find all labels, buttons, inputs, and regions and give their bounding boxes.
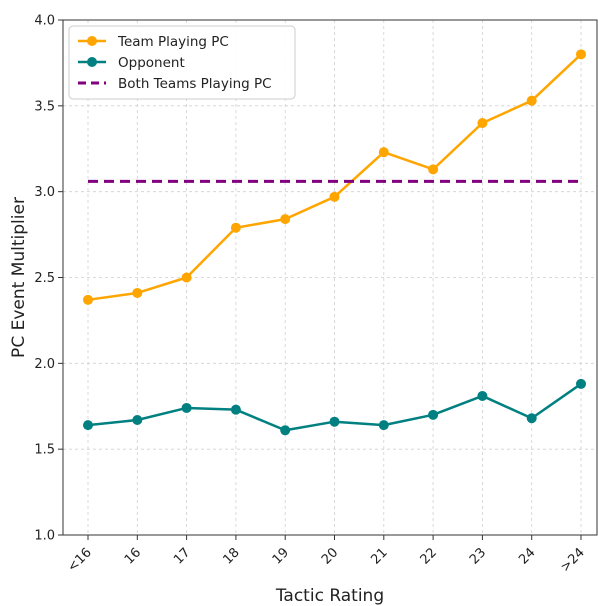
x-tick-label: 23 xyxy=(467,545,489,567)
legend-entry: Opponent xyxy=(118,55,185,71)
data-point-team-playing-pc xyxy=(83,294,93,305)
x-tick-label: 18 xyxy=(220,545,242,567)
gridlines xyxy=(63,19,597,536)
data-point-opponent xyxy=(378,420,389,431)
data-point-opponent xyxy=(181,402,192,413)
y-tick-label: 2.0 xyxy=(34,357,55,372)
data-point-opponent xyxy=(428,409,439,420)
y-tick-label: 3.0 xyxy=(34,185,55,200)
y-tick-label: 1.0 xyxy=(34,529,55,544)
x-tick-label: 22 xyxy=(418,545,440,567)
data-point-team-playing-pc xyxy=(576,49,586,60)
data-point-team-playing-pc xyxy=(280,214,291,225)
legend-entry: Team Playing PC xyxy=(117,34,229,50)
data-point-opponent xyxy=(477,390,488,401)
data-point-opponent xyxy=(576,378,586,389)
x-tick-label: 21 xyxy=(368,545,390,567)
data-point-team-playing-pc xyxy=(181,272,192,283)
y-tick-label: 1.5 xyxy=(34,443,55,458)
data-point-team-playing-pc xyxy=(132,287,143,298)
legend: Team Playing PC Opponent Both Teams Playin… xyxy=(68,25,296,100)
data-point-opponent xyxy=(132,414,143,425)
x-tick-label: 16 xyxy=(122,545,144,567)
data-point-opponent xyxy=(83,420,93,431)
data-point-opponent xyxy=(526,413,537,424)
data-point-opponent xyxy=(280,425,291,436)
data-point-team-playing-pc xyxy=(477,118,488,128)
data-point-team-playing-pc xyxy=(378,147,389,158)
data-point-opponent xyxy=(329,416,340,427)
y-tick-label: 3.5 xyxy=(34,99,55,114)
series-layer xyxy=(83,49,586,436)
legend-entry: Both Teams Playing PC xyxy=(118,76,272,92)
x-tick-label: >24 xyxy=(558,545,588,575)
x-tick-label: <16 xyxy=(65,545,95,575)
legend-marker xyxy=(87,36,97,46)
y-tick-label: 4.0 xyxy=(34,14,55,29)
data-point-team-playing-pc xyxy=(230,222,241,233)
y-tick-label: 2.5 xyxy=(34,271,55,286)
x-axis-ticks: <16 16 17 18 19 20 21 22 23 24 >24 xyxy=(65,535,588,575)
legend-box xyxy=(68,25,296,100)
x-tick-label: 24 xyxy=(516,545,538,567)
y-axis-ticks: 1.0 1.5 2.0 2.5 3.0 3.5 4.0 xyxy=(34,14,63,544)
x-tick-label: 20 xyxy=(319,545,341,567)
data-point-team-playing-pc xyxy=(329,191,340,202)
data-point-team-playing-pc xyxy=(428,164,439,175)
x-tick-label: 19 xyxy=(270,545,292,567)
x-axis-label: Tactic Rating xyxy=(275,586,384,606)
legend-marker xyxy=(87,57,97,67)
x-tick-label: 17 xyxy=(171,545,193,567)
y-axis-label: PC Event Multiplier xyxy=(9,197,29,358)
data-point-team-playing-pc xyxy=(526,95,537,106)
data-point-opponent xyxy=(230,404,241,415)
